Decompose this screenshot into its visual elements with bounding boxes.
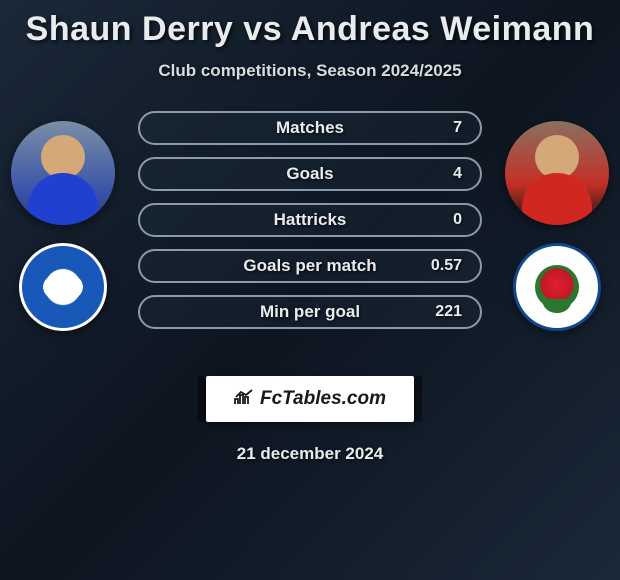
player-left-avatar [11, 121, 115, 225]
stat-bar-matches: Matches 7 [138, 111, 482, 145]
stat-value: 0 [453, 211, 462, 229]
right-player-column [502, 111, 612, 331]
club-badge-left [19, 243, 107, 331]
stat-label: Hattricks [274, 210, 347, 230]
stat-label: Goals per match [243, 256, 376, 276]
stat-label: Min per goal [260, 302, 360, 322]
stat-value: 7 [453, 119, 462, 137]
comparison-row: Matches 7 Goals 4 Hattricks 0 Goals per … [0, 111, 620, 331]
stat-bar-goals: Goals 4 [138, 157, 482, 191]
page-title: Shaun Derry vs Andreas Weimann [26, 10, 595, 49]
branding-label: FcTables.com [260, 388, 386, 410]
stats-column: Matches 7 Goals 4 Hattricks 0 Goals per … [130, 111, 490, 329]
stat-label: Goals [286, 164, 333, 184]
stat-bar-hattricks: Hattricks 0 [138, 203, 482, 237]
stat-bar-goals-per-match: Goals per match 0.57 [138, 249, 482, 283]
chart-icon [234, 389, 254, 410]
rose-icon [535, 265, 579, 309]
player-right-avatar [505, 121, 609, 225]
stat-value: 221 [435, 303, 462, 321]
left-player-column [8, 111, 118, 331]
stat-label: Matches [276, 118, 344, 138]
date-label: 21 december 2024 [237, 444, 384, 464]
club-badge-right [513, 243, 601, 331]
stat-value: 0.57 [431, 257, 462, 275]
stat-value: 4 [453, 165, 462, 183]
stat-bar-min-per-goal: Min per goal 221 [138, 295, 482, 329]
avatar-body-icon [522, 173, 592, 225]
subtitle: Club competitions, Season 2024/2025 [158, 61, 461, 81]
lion-icon [42, 271, 84, 303]
avatar-body-icon [28, 173, 98, 225]
branding-badge: FcTables.com [206, 376, 414, 422]
